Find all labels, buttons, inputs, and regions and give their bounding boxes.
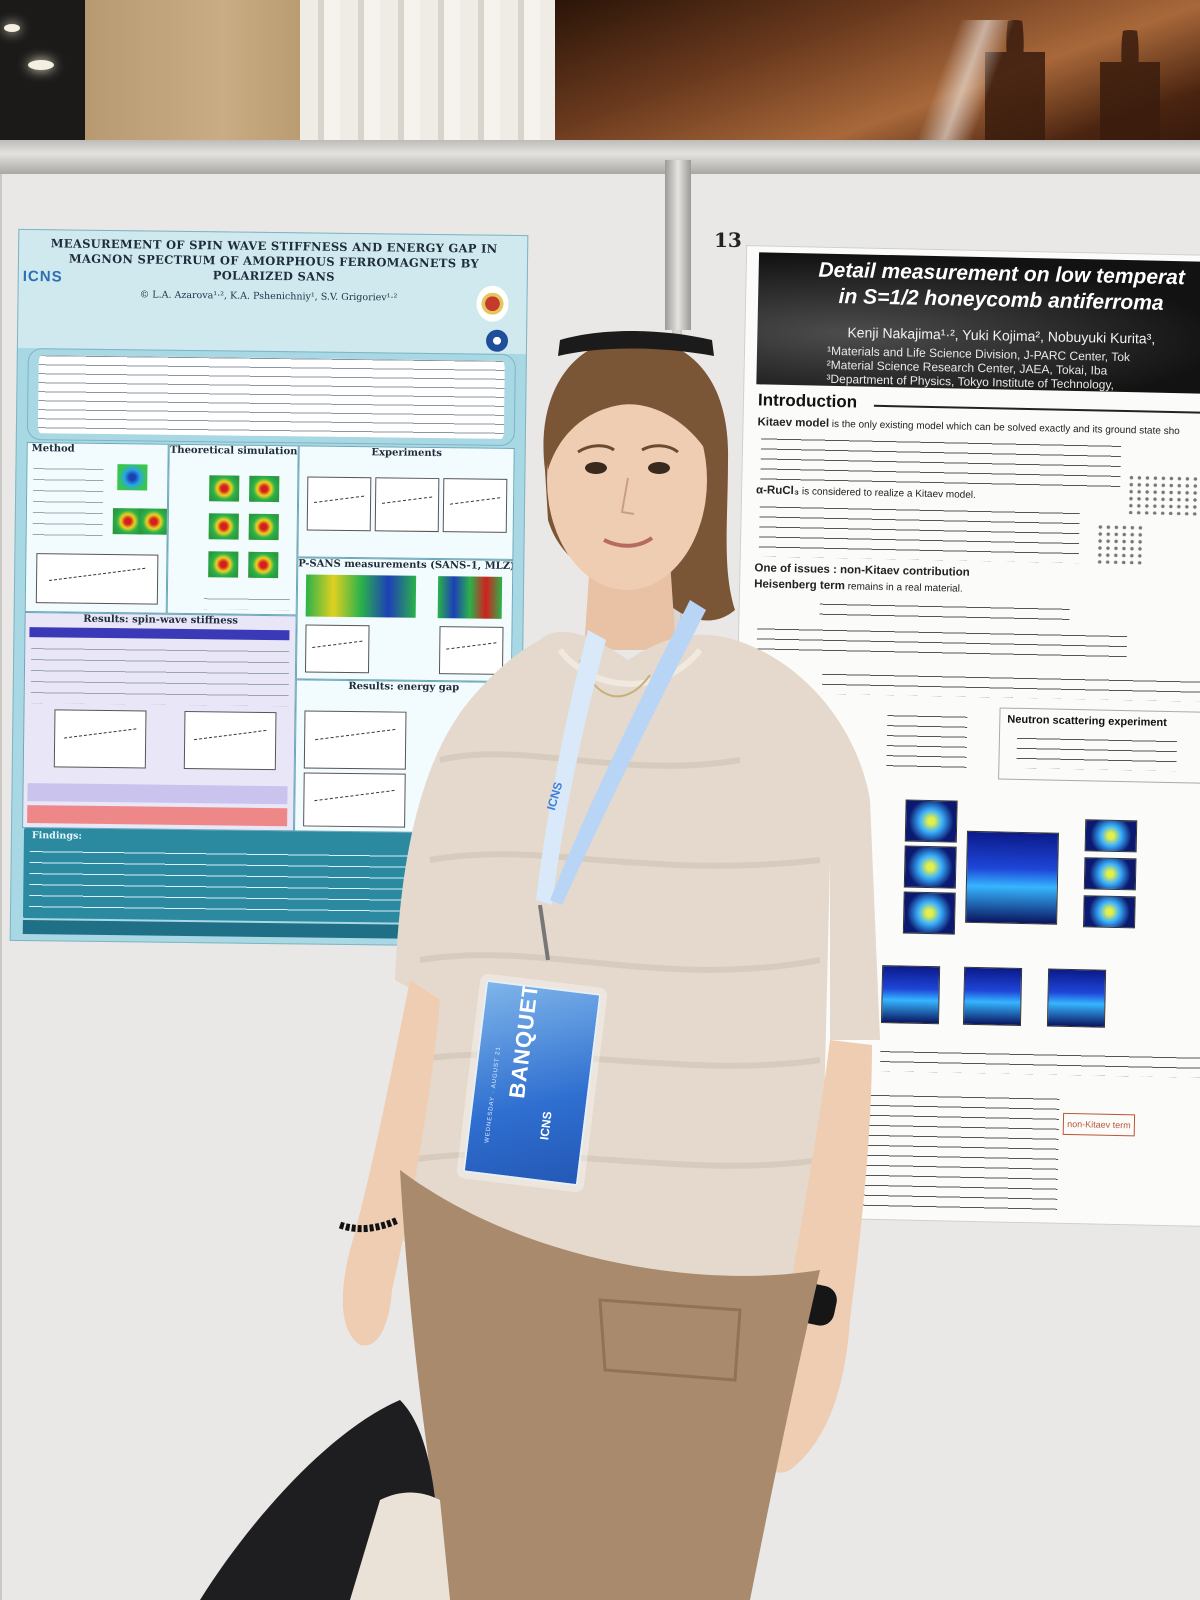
icns-logo: ICNS bbox=[22, 267, 63, 286]
left-poster-authors: © L.A. Azarova¹·², K.A. Pshenichniy¹, S.… bbox=[139, 289, 398, 304]
kitaev-model-term: Kitaev model bbox=[757, 416, 830, 430]
title-line: Detail measurement on low temperat bbox=[818, 258, 1186, 290]
gap-plot bbox=[303, 710, 407, 770]
left-poster-header: MEASUREMENT OF SPIN WAVE STIFFNESS AND E… bbox=[17, 229, 528, 355]
stiffness-box: Results: spin-wave stiffness bbox=[22, 612, 297, 832]
left-poster-title: MEASUREMENT OF SPIN WAVE STIFFNESS AND E… bbox=[39, 236, 510, 287]
stiffness-header-bar bbox=[29, 627, 290, 641]
non-kitaev-notes bbox=[756, 622, 1128, 661]
right-poster-affiliations: ¹Materials and Life Science Division, J-… bbox=[826, 344, 1200, 395]
sim-heatmap bbox=[208, 551, 239, 578]
theory-box: Theoretical simulation bbox=[166, 443, 299, 616]
stiffness-table bbox=[27, 783, 288, 805]
ceiling-light bbox=[28, 60, 54, 70]
scattering-map bbox=[1083, 895, 1136, 929]
sim-heatmap bbox=[248, 551, 279, 579]
ceiling bbox=[0, 0, 90, 140]
crystal-structure-figure bbox=[1095, 523, 1147, 565]
rucl3-details bbox=[758, 500, 1080, 564]
heisenberg-term: Heisenberg term bbox=[754, 578, 845, 593]
stiffness-formulas bbox=[30, 641, 290, 707]
badge-logo: ICNS bbox=[537, 1110, 555, 1141]
back-wall bbox=[85, 0, 315, 150]
institute-emblem bbox=[476, 285, 509, 322]
sim-heatmap bbox=[249, 475, 280, 503]
badge-label: BANQUET bbox=[504, 981, 544, 1100]
introduction-rule bbox=[873, 404, 1200, 415]
theory-label: Theoretical simulation bbox=[169, 444, 298, 458]
sample-text bbox=[886, 709, 968, 771]
non-kitaev-box: non-Kitaev term bbox=[1062, 1112, 1136, 1137]
findings-text bbox=[29, 844, 502, 918]
magnetization-plot bbox=[306, 476, 372, 532]
title-line: POLARIZED SANS bbox=[212, 268, 335, 284]
right-poster: Detail measurement on low temperat in S=… bbox=[725, 245, 1200, 1227]
sim-heatmap bbox=[248, 513, 279, 541]
method-text bbox=[32, 461, 104, 542]
heatmap bbox=[138, 508, 169, 535]
magnetization-plot bbox=[442, 478, 508, 533]
gap-label: Results: energy gap bbox=[348, 680, 460, 694]
dispersion-map bbox=[965, 830, 1059, 925]
magnetization-plot bbox=[374, 477, 440, 533]
left-poster: MEASUREMENT OF SPIN WAVE STIFFNESS AND E… bbox=[9, 228, 529, 948]
stiffness-plot bbox=[53, 709, 147, 769]
kitaev-details bbox=[760, 432, 1122, 488]
right-poster-title: Detail measurement on low temperat in S=… bbox=[766, 256, 1200, 318]
board-number: 13 bbox=[714, 228, 742, 252]
sim-heatmap bbox=[209, 475, 240, 502]
theory-table bbox=[203, 591, 290, 611]
board-rail bbox=[0, 140, 1200, 174]
board-divider-post bbox=[665, 160, 691, 330]
psans-plot bbox=[438, 626, 504, 675]
findings-label: Findings: bbox=[31, 830, 82, 842]
scattering-map bbox=[1083, 857, 1137, 891]
method-label: Method bbox=[31, 443, 75, 455]
experiments-label: Experiments bbox=[371, 447, 442, 460]
conclusion-text bbox=[857, 1088, 1060, 1213]
university-emblem bbox=[485, 329, 509, 352]
rucl3-text: is considered to realize a Kitaev model. bbox=[801, 486, 976, 501]
psans-box: P-SANS measurements (SANS-1, MLZ) bbox=[295, 557, 514, 682]
gap-box: Results: energy gap bbox=[294, 679, 512, 834]
right-poster-header: Detail measurement on low temperat in S=… bbox=[756, 252, 1200, 395]
scattering-map bbox=[903, 845, 957, 889]
hamiltonian-formula bbox=[819, 597, 1070, 623]
curtain bbox=[300, 0, 560, 150]
psans-plot bbox=[304, 624, 370, 674]
scattering-map bbox=[904, 799, 958, 843]
rucl3-term: α-RuCl₃ bbox=[755, 484, 800, 498]
psans-label: P-SANS measurements (SANS-1, MLZ) bbox=[298, 558, 514, 573]
introduction-heading: Introduction bbox=[757, 390, 858, 412]
temperature-map bbox=[962, 966, 1023, 1026]
experiments-box: Experiments bbox=[297, 445, 515, 560]
title-line: in S=1/2 honeycomb antiferroma bbox=[838, 285, 1164, 315]
psans-map bbox=[437, 576, 503, 619]
stiffness-label: Results: spin-wave stiffness bbox=[83, 613, 238, 627]
name-badge: WEDNESDAY · AUGUST 21 BANQUET ICNS bbox=[462, 979, 602, 1187]
left-poster-abstract bbox=[26, 348, 516, 446]
ceiling-light bbox=[4, 24, 20, 32]
scattering-map bbox=[902, 891, 956, 935]
heisenberg-text: remains in a real material. bbox=[847, 581, 963, 595]
stiffness-note bbox=[27, 805, 288, 827]
sphere-figure bbox=[117, 464, 148, 491]
sim-heatmap bbox=[208, 513, 239, 540]
psans-map bbox=[305, 574, 417, 618]
neutron-text bbox=[1016, 731, 1178, 772]
scattering-map bbox=[1084, 819, 1138, 853]
stiffness-plot bbox=[183, 710, 277, 771]
temperature-map bbox=[880, 965, 941, 1025]
badge-date: WEDNESDAY · AUGUST 21 bbox=[484, 1046, 503, 1144]
temperature-text bbox=[879, 1045, 1200, 1078]
gap-plot bbox=[303, 772, 406, 828]
temperature-map bbox=[1046, 968, 1107, 1028]
goal-text bbox=[821, 667, 1200, 702]
findings-box: Findings: bbox=[22, 828, 509, 924]
method-box: Method bbox=[24, 442, 169, 614]
method-plot bbox=[35, 553, 159, 605]
